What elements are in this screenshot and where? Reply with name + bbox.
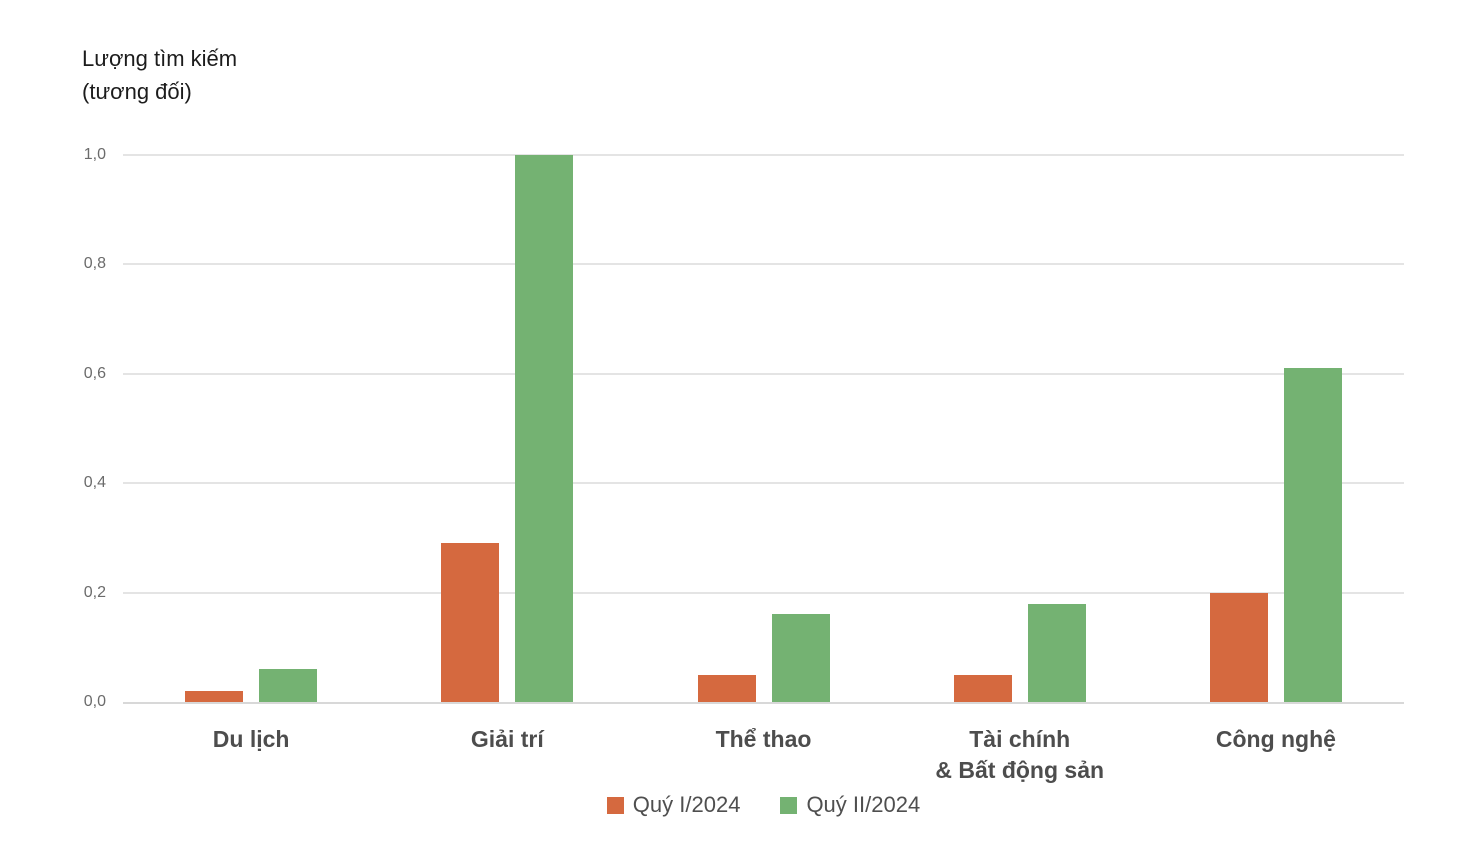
bar-group xyxy=(635,155,891,702)
bar xyxy=(259,669,318,702)
bar-group xyxy=(379,155,635,702)
plot-area xyxy=(123,154,1404,704)
legend-label: Quý II/2024 xyxy=(806,792,921,817)
bar-group xyxy=(1148,155,1404,702)
y-tick-label: 0,8 xyxy=(83,255,106,273)
bar xyxy=(515,155,574,702)
y-tick-label: 0,0 xyxy=(83,693,106,710)
y-tick-label: 0,4 xyxy=(83,474,106,492)
legend-label: Quý I/2024 xyxy=(632,792,741,817)
bar-groups xyxy=(123,155,1404,702)
legend-item: Quý II/2024 xyxy=(780,792,920,818)
bar xyxy=(1027,603,1086,702)
category-label: Giải trí xyxy=(470,726,544,752)
bar xyxy=(697,674,756,702)
y-axis-title-line1: Lượng tìm kiếm xyxy=(82,46,238,71)
bar xyxy=(953,674,1012,702)
y-tick-label: 0,2 xyxy=(83,583,106,601)
category-label: Du lịch xyxy=(212,726,290,752)
y-tick-label: 0,6 xyxy=(83,364,106,382)
gridline xyxy=(123,263,1404,266)
bar xyxy=(441,543,500,702)
legend-swatch-icon xyxy=(606,796,624,814)
legend-swatch-icon xyxy=(780,796,798,814)
y-axis-title-line2: (tương đối) xyxy=(82,79,192,104)
bar xyxy=(185,691,244,702)
bar xyxy=(771,614,830,702)
gridline xyxy=(123,591,1404,594)
gridlines xyxy=(123,154,1404,702)
gridline xyxy=(123,482,1404,485)
y-axis-title: Lượng tìm kiếm (tương đối) xyxy=(82,42,237,108)
bar xyxy=(1209,592,1268,702)
y-tick-label: 1,0 xyxy=(83,146,106,163)
legend-item: Quý I/2024 xyxy=(606,792,741,818)
bar xyxy=(1283,368,1342,702)
gridline xyxy=(123,154,1404,156)
category-label: Công nghệ xyxy=(1215,726,1336,752)
bar-group xyxy=(892,155,1148,702)
legend: Quý I/2024 Quý II/2024 xyxy=(123,792,1404,818)
y-ticks: 0,0 0,2 0,4 0,6 0,8 1,0 xyxy=(60,146,106,710)
gridline xyxy=(123,372,1404,375)
category-label: Tài chính & Bất động sản xyxy=(935,726,1105,783)
bar-group xyxy=(123,155,379,702)
category-labels: Du lịch Giải trí Thể thao Tài chính & Bất đ… xyxy=(123,724,1404,786)
category-label: Thể thao xyxy=(715,726,812,752)
